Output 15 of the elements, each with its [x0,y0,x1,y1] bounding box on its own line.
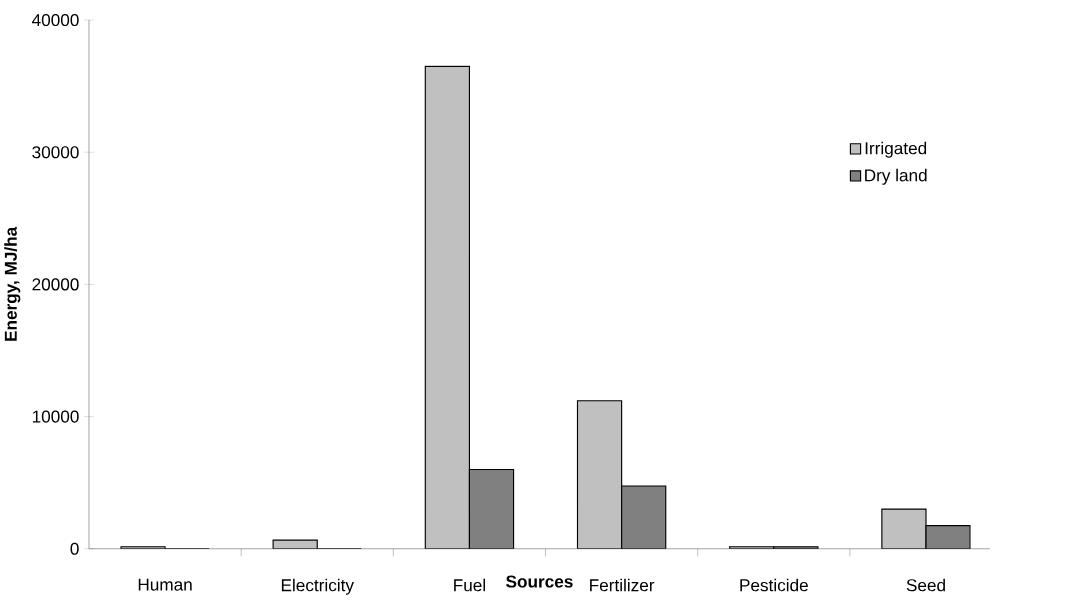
y-tick-label: 20000 [32,278,79,291]
x-tick-label: Pesticide [740,578,808,592]
y-tick-label: 0 [70,542,79,555]
y-tick-label: 40000 [32,14,79,27]
x-tick-label: Seed [906,578,945,592]
x-tick-label: Electricity [281,578,354,595]
y-axis-title: Energy, MJ/ha [4,226,21,341]
y-tick-label: 10000 [32,410,79,423]
legend-label: Irrigated [865,141,927,158]
x-axis-title: Sources [506,575,573,588]
y-tick-label: 30000 [32,146,79,159]
x-tick-label: Fertilizer [590,578,655,592]
legend-label: Dry land [865,168,927,185]
x-tick-label: Fuel [454,578,485,592]
x-tick-label: Human [138,578,192,591]
